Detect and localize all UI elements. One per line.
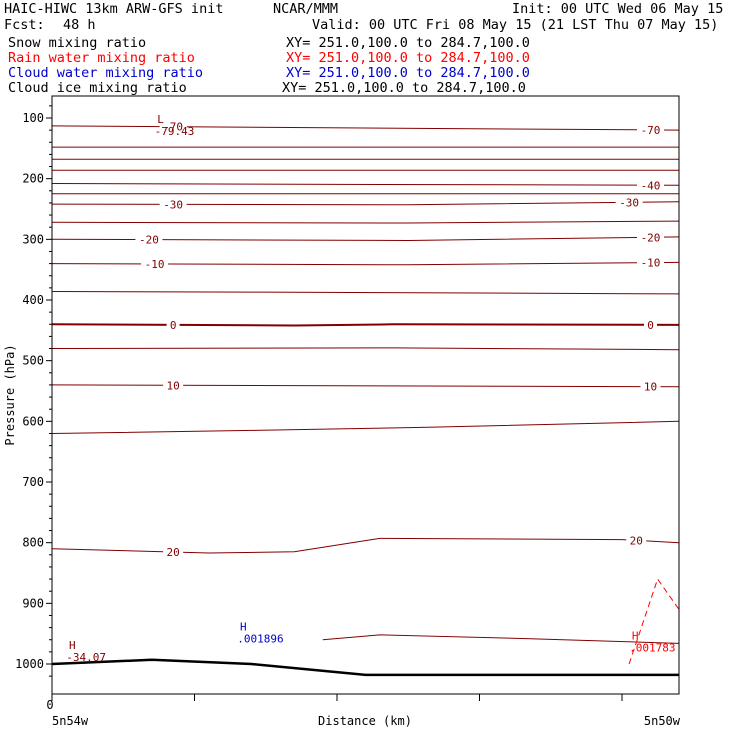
isotherm-label: 20	[630, 534, 643, 547]
isotherm-line	[51, 220, 680, 224]
terrain	[51, 658, 679, 677]
model-title: HAIC-HIWC 13km ARW-GFS init	[4, 1, 224, 17]
isotherm-label: -20	[139, 234, 159, 247]
extremum-value: .001783	[629, 642, 675, 655]
fcst-value: 48 h	[63, 17, 96, 33]
field-name-rain: Rain water mixing ratio	[8, 50, 195, 66]
isotherm-line	[51, 537, 680, 554]
isotherm-label-bg	[644, 318, 657, 331]
x-origin-label: 0	[46, 698, 53, 712]
isotherm-line	[51, 236, 680, 242]
org-label: NCAR/MMM	[273, 1, 339, 17]
y-tick-label-400: 400	[22, 293, 44, 307]
isotherm-line	[51, 201, 680, 206]
isotherm-label-bg	[163, 379, 184, 392]
init-time: Init: 00 UTC Wed 06 May 15	[512, 1, 724, 17]
field-xy-cloud-ice: XY= 251.0,100.0 to 284.7,100.0	[282, 80, 526, 96]
field-name-cloud-ice: Cloud ice mixing ratio	[8, 80, 187, 96]
isotherm-label: -70	[641, 124, 661, 137]
valid-time: Valid: 00 UTC Fri 08 May 15 (21 LST Thu …	[312, 17, 719, 33]
isotherm-label: -10	[145, 258, 165, 271]
isotherm-line	[51, 291, 680, 295]
y-tick-label-300: 300	[22, 232, 44, 246]
field-xy-snow: XY= 251.0,100.0 to 284.7,100.0	[286, 35, 530, 51]
isotherm-label-bg	[159, 198, 187, 211]
isotherm-label-bg	[615, 196, 643, 209]
isotherm-label-bg	[637, 123, 664, 136]
x-left-label: 5n54w	[52, 714, 89, 728]
isotherm-label: 10	[644, 381, 657, 394]
rain-contour	[628, 578, 680, 665]
rain-contour-line	[628, 578, 680, 665]
y-tick-label-900: 900	[22, 596, 44, 610]
y-tick-label-100: 100	[22, 111, 44, 125]
extremum-value: -34.07	[66, 651, 106, 664]
extremum-symbol: H	[69, 639, 76, 652]
isotherm-label-bg	[637, 179, 664, 192]
isotherm-label-bg	[141, 257, 169, 270]
extremum-symbol: H	[240, 621, 247, 634]
isotherm-label-bg	[637, 256, 664, 269]
plot-frame	[51, 95, 680, 695]
isotherm-label: -30	[619, 196, 639, 209]
y-tick-label-500: 500	[22, 354, 44, 368]
extremum-value: .001896	[237, 633, 283, 646]
y-tick-label-200: 200	[22, 172, 44, 186]
extremum-value: -79.43	[155, 125, 195, 138]
isotherm-label: -70	[163, 121, 183, 134]
y-tick-label-700: 700	[22, 475, 44, 489]
y-tick-label-600: 600	[22, 414, 44, 428]
y-axis-title: Pressure (hPa)	[3, 344, 17, 445]
isotherm-label: -10	[641, 257, 661, 270]
field-name-snow: Snow mixing ratio	[8, 35, 147, 51]
isotherm-line	[51, 183, 680, 186]
isotherm-line	[51, 323, 680, 327]
isotherm-line	[51, 125, 680, 131]
y-tick-label-800: 800	[22, 536, 44, 550]
x-axis-ticks	[51, 694, 623, 701]
isotherm-label: 20	[167, 546, 180, 559]
fcst-label: Fcst:	[4, 17, 45, 33]
field-xy-rain: XY= 251.0,100.0 to 284.7,100.0	[286, 50, 530, 66]
y-tick-label-1000: 1000	[15, 657, 44, 671]
isotherm-label: 10	[167, 379, 180, 392]
isotherm-label: -40	[641, 179, 661, 192]
x-axis-title: Distance (km)	[318, 714, 412, 728]
terrain-line	[51, 658, 679, 677]
annotations: L-79.43H-34.07H.001896 H.001783	[66, 113, 675, 664]
isotherm-label-bg	[159, 120, 187, 133]
header: HAIC-HIWC 13km ARW-GFS init NCAR/MMM Ini…	[0, 0, 740, 100]
isotherm-label-bg	[626, 534, 647, 547]
isotherm-line	[51, 261, 680, 266]
isotherm-label-bg	[135, 233, 163, 246]
isotherm-label: 0	[170, 319, 177, 332]
isotherm-line	[322, 634, 680, 644]
x-right-label: 5n50w	[644, 714, 681, 728]
extremum-symbol: L	[157, 113, 164, 126]
field-name-cloud-water: Cloud water mixing ratio	[8, 65, 204, 81]
extremum-symbol: H	[632, 630, 639, 643]
isotherm-label-bg	[163, 546, 184, 559]
isotherm-line	[51, 384, 680, 388]
isotherm-label: -20	[641, 231, 661, 244]
isotherm-label-bg	[640, 380, 661, 393]
isotherm-line	[51, 420, 680, 434]
isotherm-label-bg	[166, 318, 180, 331]
y-axis-ticks: 100 200 300 400 500 600 700 800 900 1000	[15, 105, 52, 677]
isotherm-label: -30	[163, 198, 183, 211]
isotherm-label: 0	[647, 319, 654, 332]
isotherm-line	[51, 347, 680, 351]
isotherm-label-bg	[637, 231, 664, 244]
field-xy-cloud-water: XY= 251.0,100.0 to 284.7,100.0	[286, 65, 530, 81]
